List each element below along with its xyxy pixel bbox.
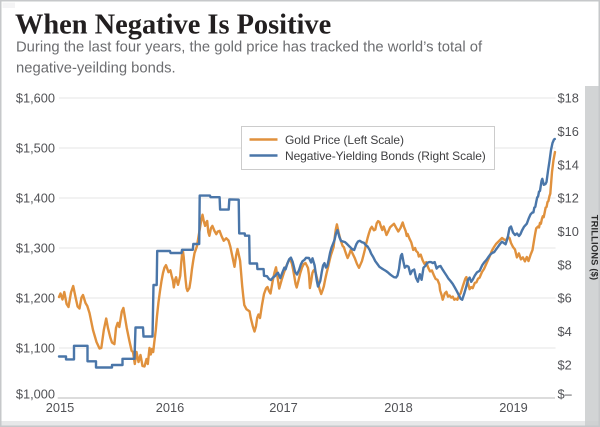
svg-text:$14: $14 bbox=[558, 157, 579, 172]
svg-text:During the last four years, th: During the last four years, the gold pri… bbox=[16, 40, 483, 56]
svg-text:TRILLIONS ($): TRILLIONS ($) bbox=[590, 215, 600, 281]
svg-text:$16: $16 bbox=[558, 124, 579, 139]
svg-text:2016: 2016 bbox=[156, 400, 184, 415]
svg-text:2018: 2018 bbox=[384, 400, 412, 415]
svg-text:$1,100: $1,100 bbox=[16, 341, 55, 356]
svg-text:$1,300: $1,300 bbox=[16, 241, 55, 256]
svg-text:$1,500: $1,500 bbox=[16, 141, 55, 156]
svg-text:$–: $– bbox=[558, 387, 573, 402]
svg-text:$10: $10 bbox=[558, 224, 579, 239]
svg-text:$6: $6 bbox=[558, 291, 572, 306]
svg-text:$1,200: $1,200 bbox=[16, 291, 55, 306]
svg-text:$18: $18 bbox=[558, 91, 579, 106]
svg-text:$1,600: $1,600 bbox=[16, 91, 55, 106]
svg-text:$8: $8 bbox=[558, 257, 572, 272]
svg-text:$12: $12 bbox=[558, 191, 579, 206]
svg-text:When Negative Is Positive: When Negative Is Positive bbox=[15, 10, 331, 41]
svg-text:Negative-Yielding Bonds (Right: Negative-Yielding Bonds (Right Scale) bbox=[285, 149, 486, 163]
svg-text:$4: $4 bbox=[558, 324, 572, 339]
svg-text:2017: 2017 bbox=[269, 400, 297, 415]
svg-text:2015: 2015 bbox=[46, 400, 74, 415]
svg-text:Gold Price (Left Scale): Gold Price (Left Scale) bbox=[285, 133, 404, 147]
svg-text:$1,400: $1,400 bbox=[16, 191, 55, 206]
svg-text:negative-yeilding bonds.: negative-yeilding bonds. bbox=[16, 61, 176, 77]
svg-text:$1,000: $1,000 bbox=[16, 387, 55, 402]
svg-text:$2: $2 bbox=[558, 357, 572, 372]
svg-text:2019: 2019 bbox=[499, 400, 527, 415]
